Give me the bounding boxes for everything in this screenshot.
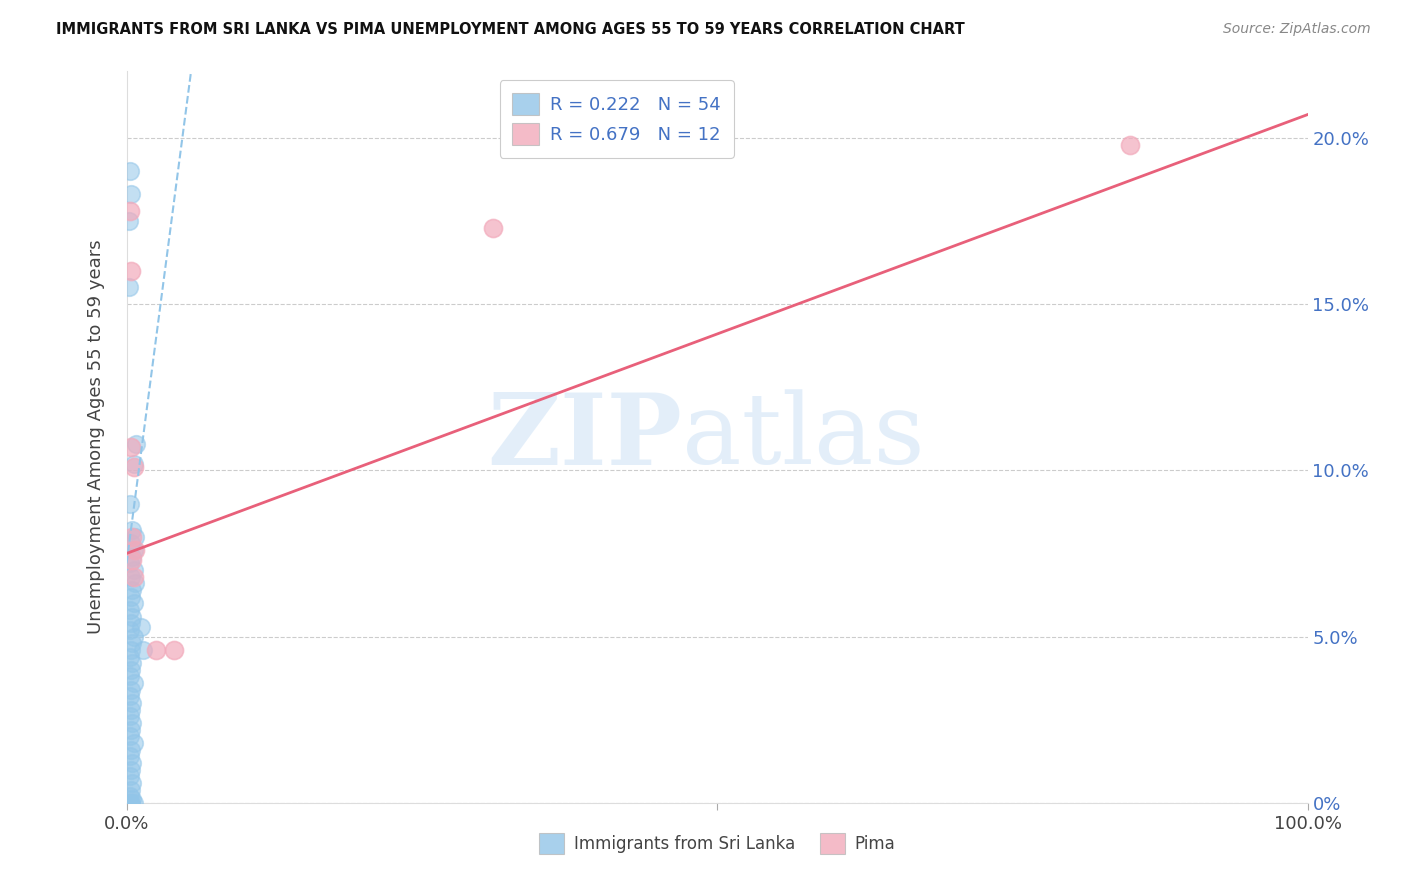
Point: [121, 716, 143, 731]
Point: [121, 549, 143, 564]
Point: [132, 643, 155, 657]
Point: [121, 696, 143, 710]
Point: [118, 214, 141, 228]
Point: [125, 436, 148, 450]
Point: [124, 530, 146, 544]
Point: [120, 742, 142, 756]
Text: atlas: atlas: [682, 389, 924, 485]
Point: [122, 570, 145, 584]
Point: [120, 769, 142, 783]
Point: [120, 557, 142, 571]
Point: [121, 656, 143, 670]
Point: [129, 619, 152, 633]
Point: [120, 749, 142, 764]
Point: [121, 756, 143, 770]
Point: [120, 796, 142, 810]
Point: [163, 643, 186, 657]
Point: [120, 782, 142, 797]
Point: [120, 763, 142, 777]
Point: [120, 497, 142, 511]
Point: [120, 690, 142, 704]
Text: IMMIGRANTS FROM SRI LANKA VS PIMA UNEMPLOYMENT AMONG AGES 55 TO 59 YEARS CORRELA: IMMIGRANTS FROM SRI LANKA VS PIMA UNEMPL…: [56, 22, 965, 37]
Point: [122, 596, 145, 610]
Point: [120, 187, 142, 202]
Point: [121, 553, 143, 567]
Text: ZIP: ZIP: [486, 389, 682, 485]
Point: [120, 789, 142, 804]
Text: Source: ZipAtlas.com: Source: ZipAtlas.com: [1223, 22, 1371, 37]
Point: [120, 669, 142, 683]
Point: [120, 729, 142, 743]
Point: [122, 457, 145, 471]
Point: [121, 776, 143, 790]
Point: [120, 623, 142, 637]
Point: [120, 603, 142, 617]
Point: [120, 663, 142, 677]
Point: [124, 543, 146, 558]
Point: [120, 703, 142, 717]
Point: [121, 523, 143, 537]
Point: [121, 792, 143, 806]
Point: [120, 682, 142, 697]
Point: [122, 543, 145, 558]
Point: [118, 280, 141, 294]
Point: [121, 582, 143, 597]
Point: [122, 676, 145, 690]
Point: [122, 736, 145, 750]
Legend: Immigrants from Sri Lanka, Pima: Immigrants from Sri Lanka, Pima: [531, 827, 903, 860]
Point: [120, 796, 142, 810]
Point: [481, 220, 503, 235]
Point: [145, 643, 167, 657]
Point: [121, 609, 143, 624]
Point: [120, 649, 142, 664]
Point: [120, 536, 142, 550]
Point: [120, 204, 142, 219]
Point: [122, 460, 145, 475]
Point: [120, 440, 142, 454]
Point: [124, 576, 146, 591]
Point: [120, 264, 142, 278]
Point: [122, 796, 145, 810]
Y-axis label: Unemployment Among Ages 55 to 59 years: Unemployment Among Ages 55 to 59 years: [87, 240, 105, 634]
Point: [120, 616, 142, 631]
Point: [1119, 137, 1142, 152]
Point: [120, 590, 142, 604]
Point: [122, 563, 145, 577]
Point: [120, 723, 142, 737]
Point: [120, 570, 142, 584]
Point: [120, 164, 142, 178]
Point: [121, 530, 143, 544]
Point: [120, 709, 142, 723]
Point: [122, 630, 145, 644]
Point: [120, 643, 142, 657]
Point: [121, 636, 143, 650]
